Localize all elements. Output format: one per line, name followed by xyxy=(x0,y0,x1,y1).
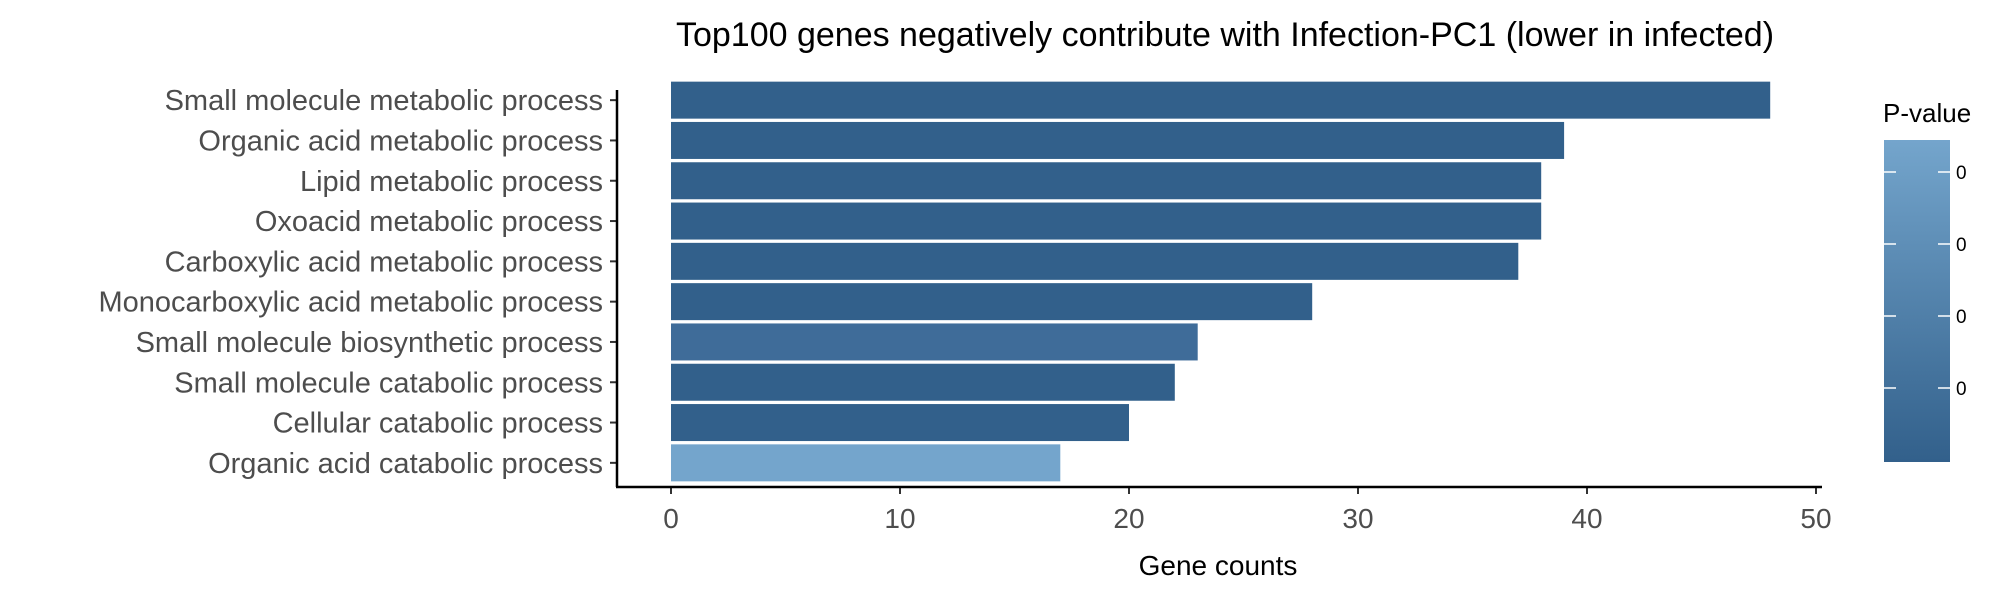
x-tick-label: 20 xyxy=(1113,503,1144,534)
y-tick-label: Small molecule biosynthetic process xyxy=(136,327,603,359)
legend: P-value 0 0 0 0 xyxy=(1883,98,1971,462)
bar xyxy=(671,121,1565,159)
y-tick-label: Lipid metabolic process xyxy=(300,166,603,198)
chart-title: Top100 genes negatively contribute with … xyxy=(676,16,1774,54)
y-axis-ticks: Small molecule metabolic process Organic … xyxy=(99,85,617,480)
y-tick-label: Organic acid metabolic process xyxy=(198,125,603,157)
x-axis-ticks: 0 10 20 30 40 50 xyxy=(663,487,1832,534)
bar xyxy=(671,444,1061,482)
y-tick-label: Small molecule metabolic process xyxy=(165,85,603,117)
legend-tick-label: 0 xyxy=(1956,163,1967,184)
y-tick-label: Oxoacid metabolic process xyxy=(255,206,603,238)
legend-tick-label: 0 xyxy=(1956,235,1967,256)
legend-ticks: 0 0 0 0 xyxy=(1884,163,1967,400)
bar xyxy=(671,283,1313,321)
bar xyxy=(671,363,1175,401)
bars-group xyxy=(671,81,1771,482)
bar xyxy=(671,81,1771,119)
y-tick-label: Small molecule catabolic process xyxy=(174,367,603,399)
legend-tick-label: 0 xyxy=(1956,379,1967,400)
x-tick-label: 0 xyxy=(663,503,679,534)
x-tick-label: 50 xyxy=(1800,503,1831,534)
y-tick-label: Organic acid catabolic process xyxy=(208,448,603,480)
x-tick-label: 30 xyxy=(1342,503,1373,534)
bar xyxy=(671,162,1542,200)
y-tick-label: Cellular catabolic process xyxy=(273,408,603,440)
bar xyxy=(671,242,1519,280)
bar xyxy=(671,202,1542,240)
x-tick-label: 40 xyxy=(1571,503,1602,534)
x-axis-label: Gene counts xyxy=(1139,550,1298,581)
legend-colorbar xyxy=(1884,140,1950,462)
x-tick-label: 10 xyxy=(884,503,915,534)
y-tick-label: Monocarboxylic acid metabolic process xyxy=(99,287,604,319)
y-tick-label: Carboxylic acid metabolic process xyxy=(165,246,603,278)
legend-title: P-value xyxy=(1883,98,1971,128)
bar xyxy=(671,404,1129,442)
bar xyxy=(671,323,1198,361)
legend-tick-label: 0 xyxy=(1956,307,1967,328)
